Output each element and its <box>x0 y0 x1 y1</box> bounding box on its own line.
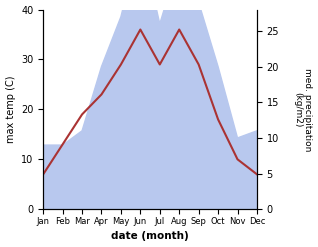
Y-axis label: med. precipitation
(kg/m2): med. precipitation (kg/m2) <box>293 68 313 151</box>
X-axis label: date (month): date (month) <box>111 231 189 242</box>
Y-axis label: max temp (C): max temp (C) <box>5 76 16 143</box>
